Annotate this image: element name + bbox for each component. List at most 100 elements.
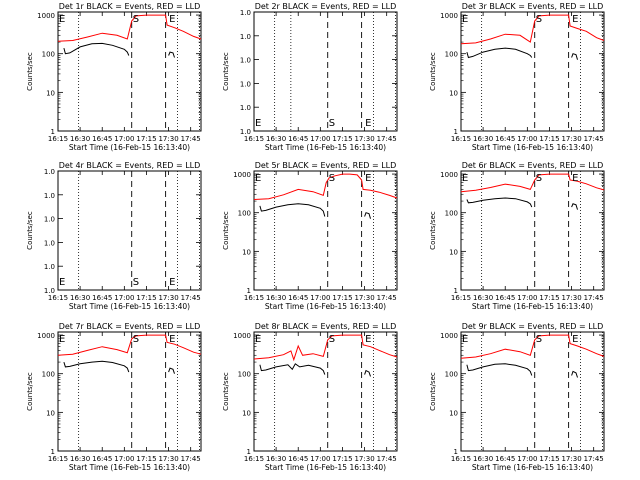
lld-series-line [253,173,398,200]
x-tick-label: 17:00 [517,135,537,143]
x-tick-label: 17:45 [377,455,397,463]
x-tick-label: 17:15 [136,455,156,463]
x-tick-label: 16:15 [48,455,68,463]
events-series-line [571,203,578,210]
x-tick-label: 16:15 [48,135,68,143]
end-marker-label: E [365,173,371,184]
plot-frame [253,331,398,452]
x-axis-label: Start Time (16-Feb-15 16:13:40) [472,302,593,311]
x-tick-label: 16:15 [244,455,264,463]
lld-series-line [460,173,605,193]
panel-title: Det 8r BLACK = Events, RED = LLD [255,322,397,331]
y-tick-label: 10 [449,409,458,417]
y-axis-label: Counts/sec [222,211,230,250]
plot-frame [460,11,605,132]
y-tick-label: 1000 [440,12,458,20]
x-tick-label: 17:45 [181,135,201,143]
plot-frame [57,331,202,452]
x-tick-label: 16:45 [92,135,112,143]
y-tick-label: 100 [238,371,251,379]
y-axis-label: Counts/sec [222,372,230,411]
x-axis-label: Start Time (16-Feb-15 16:13:40) [265,143,386,152]
y-tick-label: 1000 [440,332,458,340]
y-tick-label: 1.0 [240,80,251,88]
x-tick-label: 16:45 [495,135,515,143]
y-tick-label: 1.0 [44,263,55,271]
y-tick-label: 10 [242,409,251,417]
y-tick-label: 1000 [37,332,55,340]
x-tick-label: 17:45 [584,135,604,143]
x-tick-label: 16:15 [48,294,68,302]
panel-8: Det 8r BLACK = Events, RED = LLD 1 10 100 10… [222,322,398,472]
start-marker-label: S [536,173,542,184]
y-tick-label: 1.0 [44,287,55,295]
events-series-line [466,197,533,208]
panel-title: Det 2r BLACK = Events, RED = LLD [255,2,397,11]
y-tick-label: 1.0 [44,168,55,176]
y-tick-label: 1 [51,128,55,136]
x-tick-label: 17:45 [181,294,201,302]
y-tick-label: 100 [42,51,55,59]
events-series-line [259,363,326,375]
panel-title: Det 9r BLACK = Events, RED = LLD [462,322,604,331]
start-marker-label: S [133,14,139,25]
end-marker-label: E [169,334,175,345]
end-marker-label: E [255,334,261,345]
x-tick-label: 16:45 [288,135,308,143]
end-marker-label: E [59,14,65,25]
end-marker-label: E [572,173,578,184]
y-tick-label: 10 [449,89,458,97]
events-series-line [571,53,578,60]
end-marker-label: E [462,334,468,345]
x-tick-label: 17:45 [377,135,397,143]
end-marker-label: E [59,277,65,288]
y-tick-label: 10 [46,89,55,97]
x-tick-label: 17:00 [114,294,134,302]
y-axis-label: Counts/sec [26,52,34,91]
x-tick-label: 17:45 [584,294,604,302]
panel-9: Det 9r BLACK = Events, RED = LLD 1 10 100 10… [429,322,605,472]
x-tick-label: 17:15 [136,294,156,302]
x-axis-label: Start Time (16-Feb-15 16:13:40) [265,463,386,472]
x-tick-label: 16:30 [70,294,90,302]
y-tick-label: 100 [42,371,55,379]
y-tick-label: 10 [242,248,251,256]
x-tick-label: 17:45 [181,455,201,463]
start-marker-label: S [536,14,542,25]
lld-series-line [57,14,202,42]
panel-title: Det 7r BLACK = Events, RED = LLD [59,322,201,331]
y-tick-label: 1.0 [240,9,251,17]
x-axis-label: Start Time (16-Feb-15 16:13:40) [472,463,593,472]
y-tick-label: 1.0 [240,57,251,65]
events-series-line [364,212,371,219]
x-tick-label: 16:45 [495,455,515,463]
x-tick-label: 17:00 [310,455,330,463]
plot-frame [460,170,605,291]
y-tick-label: 1000 [233,332,251,340]
x-tick-label: 16:15 [451,294,471,302]
y-tick-label: 100 [445,51,458,59]
panel-title: Det 1r BLACK = Events, RED = LLD [59,2,201,11]
y-tick-label: 1.0 [44,192,55,200]
x-tick-label: 17:30 [354,455,374,463]
x-tick-label: 17:15 [332,294,352,302]
end-marker-label: E [462,173,468,184]
x-tick-label: 17:15 [539,294,559,302]
x-tick-label: 17:45 [377,294,397,302]
x-tick-label: 16:30 [266,294,286,302]
x-tick-label: 17:30 [158,294,178,302]
lld-series-line [253,334,398,362]
lld-series-line [460,334,605,359]
y-axis-label: Counts/sec [222,52,230,91]
start-marker-label: S [329,118,335,129]
x-tick-label: 16:30 [473,455,493,463]
panel-title: Det 3r BLACK = Events, RED = LLD [462,2,604,11]
y-tick-label: 1.0 [240,33,251,41]
x-tick-label: 17:15 [332,455,352,463]
x-tick-label: 16:30 [70,135,90,143]
x-tick-label: 16:30 [70,455,90,463]
plot-frame [57,170,202,291]
start-marker-label: S [133,334,139,345]
plot-frame [253,170,398,291]
y-tick-label: 1.0 [240,104,251,112]
